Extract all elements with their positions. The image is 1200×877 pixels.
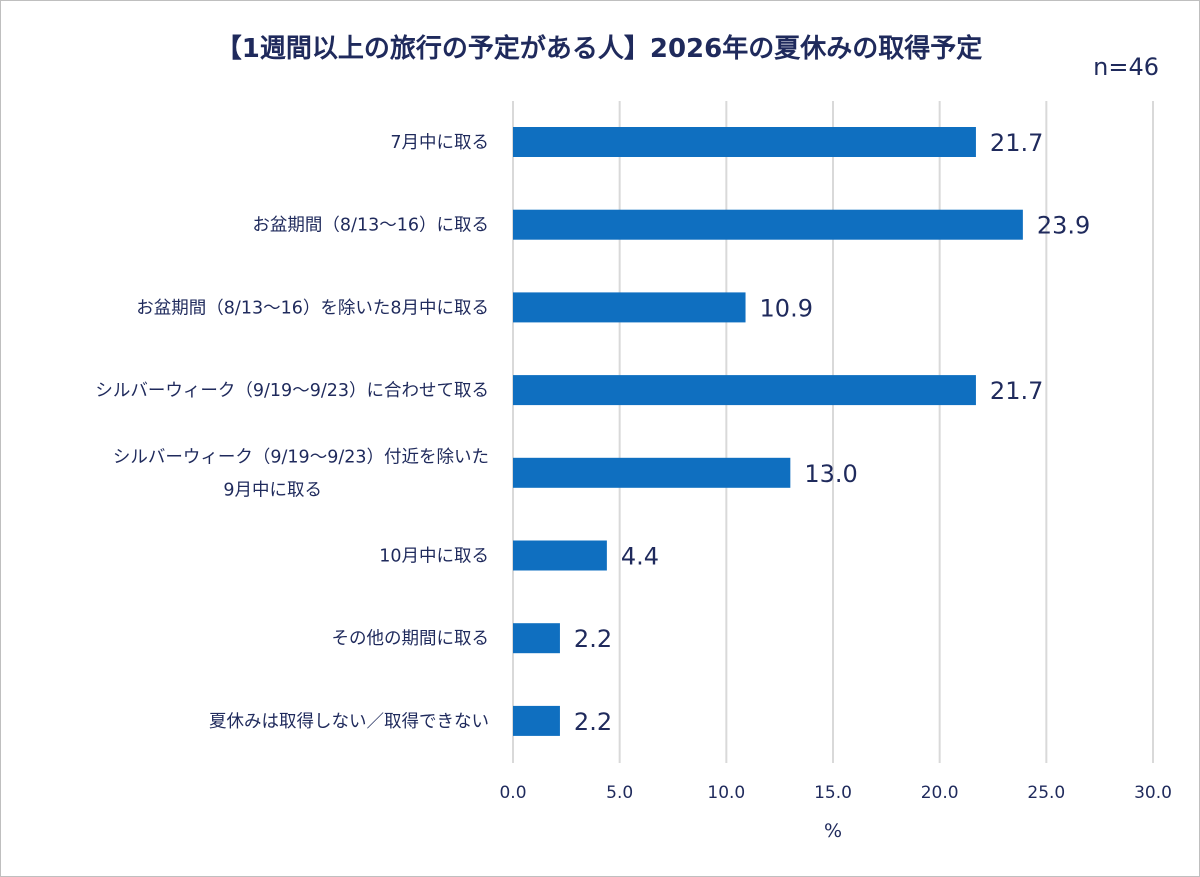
- data-label: 21.7: [990, 377, 1043, 405]
- bar: [513, 457, 791, 488]
- data-label: 23.9: [1037, 212, 1090, 240]
- gridlines: [512, 101, 1154, 763]
- data-label: 13.0: [804, 460, 857, 488]
- x-tick-label: 30.0: [1134, 783, 1172, 803]
- x-tick-label: 10.0: [707, 783, 745, 803]
- bar: [513, 540, 607, 571]
- x-axis-title: %: [824, 820, 842, 842]
- chart-title: 【1週間以上の旅行の予定がある人】2026年の夏休みの取得予定: [216, 33, 982, 64]
- x-axis-ticks: 0.0 5.0 10.0 15.0 20.0 25.0 30.0: [499, 783, 1171, 803]
- category-label: 夏休みは取得しない／取得できない: [209, 712, 489, 732]
- x-tick-label: 5.0: [606, 783, 633, 803]
- bar: [513, 292, 746, 323]
- category-label: 7月中に取る: [390, 133, 489, 153]
- category-label: お盆期間（8/13～16）に取る: [252, 216, 489, 236]
- bar: [513, 209, 1023, 240]
- value-labels: 21.7 23.9 10.9 21.7 13.0 4.4 2.2 2.2: [574, 129, 1090, 736]
- category-label: シルバーウィーク（9/19～9/23）に合わせて取る: [95, 381, 489, 401]
- category-labels: 7月中に取るお盆期間（8/13～16）に取るお盆期間（8/13～16）を除いた8…: [95, 133, 489, 732]
- data-label: 21.7: [990, 129, 1043, 157]
- category-label: 10月中に取る: [379, 547, 489, 567]
- data-label: 2.2: [574, 625, 612, 653]
- bars: [513, 127, 1023, 736]
- bar: [513, 375, 976, 406]
- category-label: その他の期間に取る: [332, 629, 490, 649]
- x-tick-label: 0.0: [499, 783, 526, 803]
- data-label: 4.4: [621, 543, 659, 571]
- x-tick-label: 20.0: [921, 783, 959, 803]
- category-label: シルバーウィーク（9/19～9/23）付近を除いた: [113, 447, 489, 467]
- category-label: お盆期間（8/13～16）を除いた8月中に取る: [136, 298, 489, 318]
- data-label: 10.9: [760, 294, 813, 322]
- bar: [513, 705, 560, 736]
- data-label: 2.2: [574, 708, 612, 736]
- x-tick-label: 25.0: [1027, 783, 1065, 803]
- bar: [513, 623, 560, 654]
- category-label: 9月中に取る: [223, 480, 322, 500]
- x-tick-label: 15.0: [814, 783, 852, 803]
- sample-size-label: n=46: [1093, 53, 1159, 81]
- bar: [513, 127, 976, 157]
